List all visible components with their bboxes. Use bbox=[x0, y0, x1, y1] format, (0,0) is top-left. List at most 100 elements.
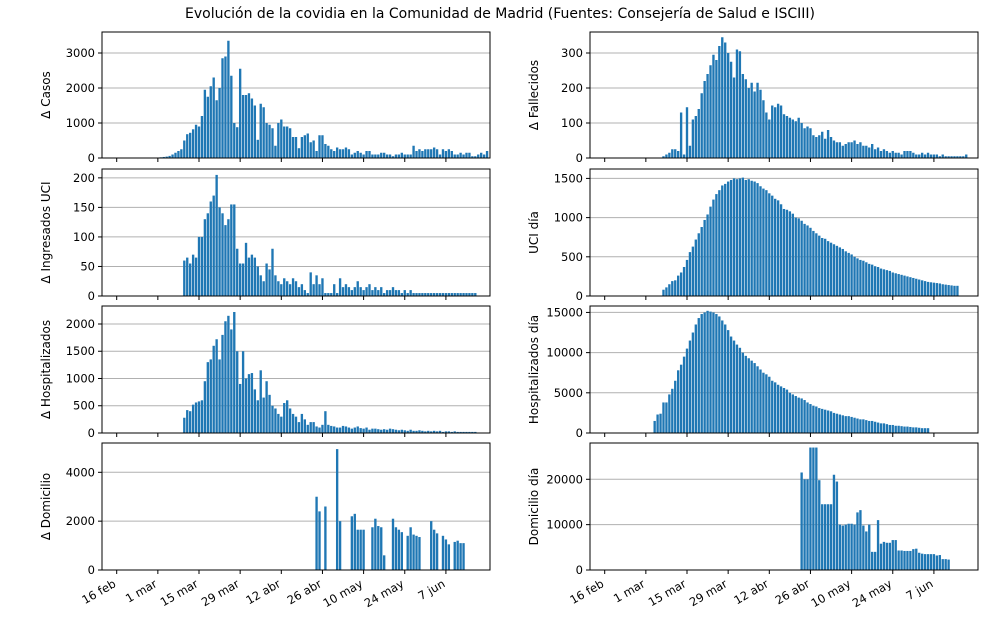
bar bbox=[194, 257, 198, 296]
bar bbox=[747, 88, 750, 158]
bar bbox=[762, 372, 765, 433]
bar bbox=[732, 77, 736, 158]
bar bbox=[694, 239, 697, 296]
bar bbox=[841, 525, 844, 570]
bar bbox=[941, 154, 944, 158]
bar bbox=[244, 378, 248, 433]
bar bbox=[471, 293, 474, 296]
bar bbox=[762, 188, 765, 296]
bar bbox=[238, 263, 242, 296]
bar bbox=[691, 332, 695, 433]
bar bbox=[909, 550, 912, 570]
bar bbox=[918, 154, 921, 158]
bar bbox=[318, 284, 321, 296]
bar bbox=[244, 242, 248, 296]
bar bbox=[868, 420, 871, 433]
bar bbox=[812, 135, 815, 158]
bar bbox=[200, 400, 204, 433]
bar bbox=[168, 155, 171, 158]
bar bbox=[335, 449, 339, 570]
bar bbox=[391, 429, 395, 433]
bar bbox=[771, 380, 774, 433]
bar bbox=[330, 425, 333, 433]
bar bbox=[430, 431, 433, 433]
bar bbox=[747, 358, 750, 433]
y-axis-label: Domicilio día bbox=[527, 468, 541, 546]
bar bbox=[333, 426, 336, 433]
bar bbox=[265, 263, 268, 296]
bar bbox=[268, 394, 271, 433]
bar bbox=[400, 293, 403, 296]
bar bbox=[432, 529, 436, 570]
bar bbox=[241, 95, 245, 158]
bar bbox=[682, 356, 686, 433]
bar bbox=[826, 410, 830, 433]
bar bbox=[430, 149, 433, 158]
bar bbox=[291, 278, 295, 296]
bar bbox=[765, 190, 768, 296]
bar bbox=[726, 330, 730, 433]
bar bbox=[653, 420, 656, 433]
bar bbox=[926, 152, 930, 158]
bar bbox=[300, 413, 304, 433]
bar bbox=[677, 370, 680, 433]
bar bbox=[391, 518, 395, 570]
bar bbox=[885, 542, 889, 570]
bar bbox=[350, 516, 354, 570]
bar bbox=[776, 200, 780, 296]
bar bbox=[450, 293, 453, 296]
bar bbox=[738, 51, 742, 158]
bar bbox=[838, 414, 842, 433]
bar bbox=[206, 96, 209, 158]
bar bbox=[418, 149, 421, 158]
bar bbox=[882, 269, 886, 296]
y-axis-label: Δ Hospitalizados bbox=[39, 320, 53, 419]
bar bbox=[359, 529, 362, 570]
x-tick-label: 1 mar bbox=[123, 576, 160, 605]
bar bbox=[888, 424, 891, 433]
bar bbox=[706, 310, 709, 433]
bar bbox=[703, 312, 706, 433]
bar bbox=[879, 543, 883, 570]
bar bbox=[424, 293, 427, 296]
bar bbox=[400, 152, 403, 158]
bar bbox=[835, 481, 839, 570]
bar bbox=[391, 156, 395, 158]
axes-frame bbox=[101, 168, 491, 297]
bar bbox=[829, 411, 833, 433]
bar bbox=[212, 195, 215, 296]
bar bbox=[738, 347, 742, 433]
bar bbox=[668, 394, 671, 433]
bar bbox=[462, 154, 465, 158]
bar bbox=[283, 403, 286, 433]
bar bbox=[756, 82, 759, 158]
y-tick-label: 3000 bbox=[66, 46, 95, 60]
bar bbox=[765, 112, 768, 158]
bar bbox=[859, 142, 862, 158]
bar bbox=[794, 121, 797, 158]
bar bbox=[418, 537, 421, 570]
y-tick-label: 1500 bbox=[66, 344, 95, 358]
bar bbox=[247, 374, 251, 433]
bar bbox=[259, 275, 262, 296]
bar bbox=[459, 152, 462, 158]
bar bbox=[459, 431, 462, 433]
bar bbox=[327, 424, 330, 433]
bar bbox=[286, 281, 289, 296]
bar bbox=[215, 339, 218, 433]
bar bbox=[897, 274, 900, 296]
bar bbox=[365, 151, 368, 158]
bar bbox=[388, 290, 392, 296]
bar bbox=[265, 381, 268, 433]
chart-panel: 0 500 1000 1500 2000 Δ Hospitalizados bbox=[39, 305, 491, 440]
bar bbox=[709, 206, 712, 296]
bar bbox=[671, 149, 674, 158]
bar bbox=[250, 373, 254, 433]
bar bbox=[788, 117, 792, 158]
bar bbox=[859, 419, 862, 433]
bar bbox=[826, 504, 830, 570]
bar bbox=[286, 126, 289, 158]
bar bbox=[438, 293, 442, 296]
bar bbox=[221, 213, 224, 296]
